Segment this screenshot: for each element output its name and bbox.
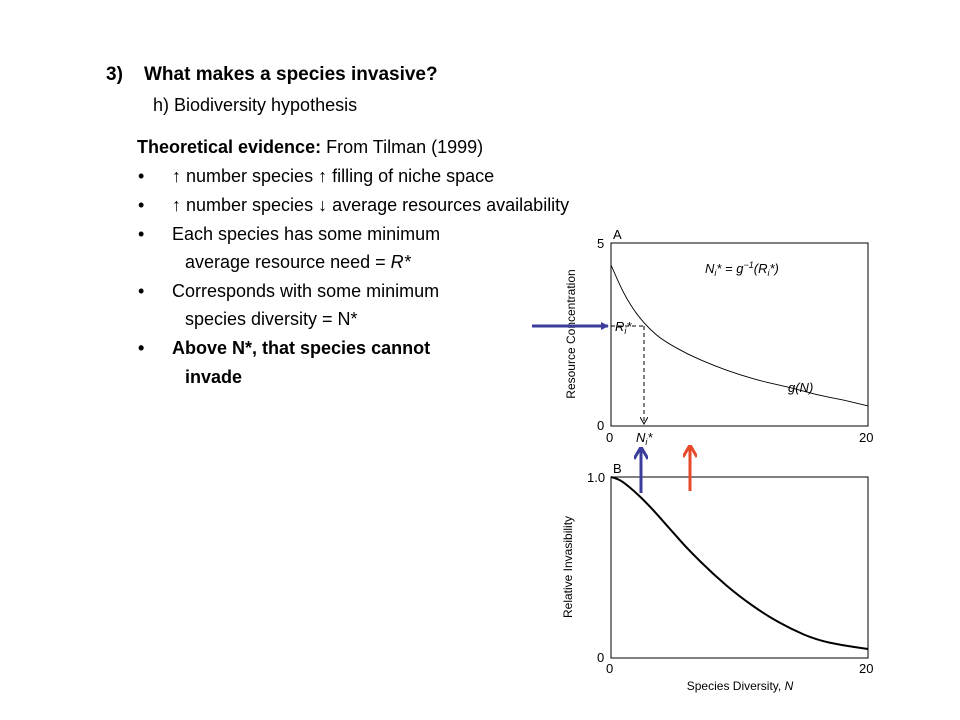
bullet-text: Corresponds with some minimum bbox=[172, 281, 440, 301]
bullet-text: Each species has some minimum bbox=[172, 224, 441, 244]
bullet-dot: • bbox=[138, 338, 145, 358]
panel-a-xtick-left: 0 bbox=[606, 430, 613, 445]
bullet-continuation: invade bbox=[185, 367, 243, 387]
slide-subheading: h) Biodiversity hypothesis bbox=[153, 95, 358, 115]
evidence-source: From Tilman (1999) bbox=[321, 137, 484, 157]
bullet-text: Above N*, that species cannot bbox=[172, 338, 431, 358]
bullet-item: • ↑ number species ↑ filling of niche spa… bbox=[138, 166, 494, 187]
n-star-label: Ni* bbox=[636, 430, 653, 447]
panel-b-frame bbox=[610, 476, 869, 659]
panel-a-ytick-bottom: 0 bbox=[597, 418, 604, 433]
panel-a-label: A bbox=[613, 227, 622, 242]
bullet-text: ↑ number species ↑ filling of niche spac… bbox=[172, 166, 495, 186]
panel-b-xtick-right: 20 bbox=[859, 661, 873, 676]
r-star-label: Ri* bbox=[615, 319, 632, 336]
evidence-label: Theoretical evidence: bbox=[137, 137, 322, 157]
bullet-dot: • bbox=[138, 281, 145, 301]
bullet-item: • Corresponds with some minimum bbox=[138, 281, 439, 302]
panel-b-ytick-bottom: 0 bbox=[597, 650, 604, 665]
equation-label: Ni* = g−1(Ri*) bbox=[705, 260, 779, 278]
bullet-continuation: average resource need = R* bbox=[185, 252, 411, 273]
bullet-item: • ↑ number species ↓ average resources av… bbox=[138, 195, 569, 216]
panel-b-label: B bbox=[613, 461, 622, 476]
panel-b-ytick-top: 1.0 bbox=[587, 470, 605, 485]
panel-b-curve bbox=[610, 476, 869, 650]
evidence-line: Theoretical evidence: From Tilman (1999) bbox=[137, 137, 483, 158]
heading-text: What makes a species invasive? bbox=[144, 64, 438, 85]
panel-a-xtick-right: 20 bbox=[859, 430, 873, 445]
curve-label: g(N) bbox=[788, 380, 813, 395]
panel-a-ylabel: Resource Concentration bbox=[564, 269, 578, 398]
bullet-item: • Each species has some minimum bbox=[138, 224, 440, 245]
bullet-text: ↑ number species ↓ average resources ava… bbox=[172, 195, 570, 215]
bullet-dot: • bbox=[138, 166, 145, 186]
heading-number: 3) bbox=[106, 64, 123, 85]
slide-heading: 3) What makes a species invasive? bbox=[106, 64, 438, 86]
panel-a-curve bbox=[610, 264, 869, 407]
panel-b: B 1.0 0 0 20 Relative Invasibility Speci… bbox=[561, 461, 873, 693]
panel-a-frame bbox=[610, 242, 869, 427]
bullet-dot: • bbox=[138, 195, 145, 215]
bullet-dot: • bbox=[138, 224, 145, 244]
bullet-item: • Above N*, that species cannot bbox=[138, 338, 430, 359]
bullet-continuation: species diversity = N* bbox=[185, 309, 358, 329]
panel-b-xtick-left: 0 bbox=[606, 661, 613, 676]
panel-b-xlabel: Species Diversity, N bbox=[687, 679, 794, 693]
bullet-cont-text: average resource need = bbox=[185, 252, 391, 272]
panel-a-ytick-top: 5 bbox=[597, 236, 604, 251]
panel-b-ylabel: Relative Invasibility bbox=[561, 516, 575, 618]
panel-a: A 5 0 0 20 Resource Concentration Ni* = … bbox=[564, 227, 873, 447]
r-star-italic: R* bbox=[390, 252, 411, 272]
